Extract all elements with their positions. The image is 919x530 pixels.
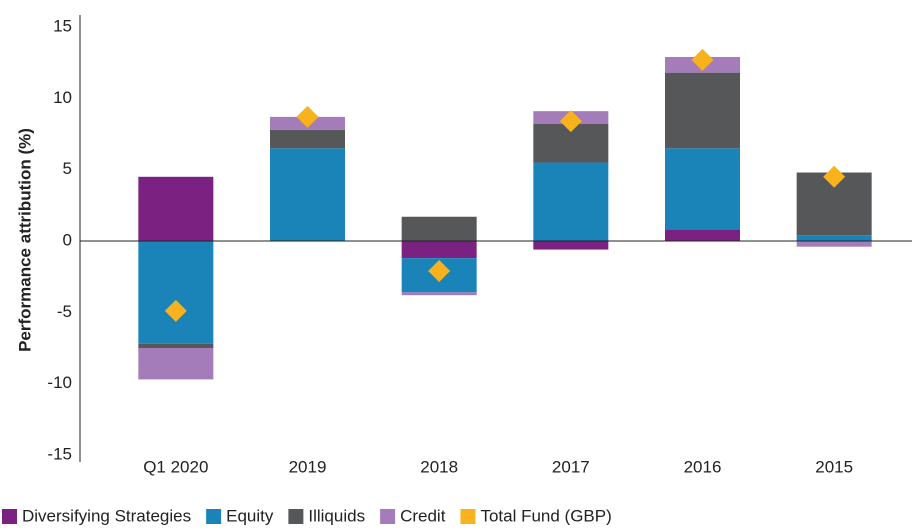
y-tick-label: -15 <box>47 444 72 463</box>
total-marker <box>296 105 319 128</box>
x-tick-label: 2015 <box>815 457 853 476</box>
x-tick-label: Q1 2020 <box>143 457 208 476</box>
bar-segment <box>138 348 214 380</box>
bar-segment <box>138 176 214 241</box>
legend-label: Equity <box>226 506 274 525</box>
legend-swatch <box>380 509 396 524</box>
x-tick-label: 2017 <box>552 457 590 476</box>
bar-segment <box>270 148 345 241</box>
bar-segment <box>796 241 872 247</box>
legend-swatch <box>206 509 222 524</box>
x-tick-label: 2018 <box>420 457 458 476</box>
y-tick-label: 0 <box>63 230 72 249</box>
y-tick-label: -5 <box>57 302 72 321</box>
bar-segment <box>138 343 214 348</box>
bar-segment <box>401 292 477 296</box>
bar-segment <box>401 241 477 259</box>
bar-segment <box>665 72 740 149</box>
legend-swatch <box>2 509 17 524</box>
bar-segment <box>665 229 740 241</box>
bar-segment <box>533 162 609 241</box>
total-marker <box>691 48 714 71</box>
y-axis-title: Performance attribution (%) <box>15 128 34 352</box>
total-marker <box>428 259 451 282</box>
bar-segment <box>665 148 740 230</box>
legend-label: Illiquids <box>308 506 365 525</box>
y-tick-label: 5 <box>63 159 72 178</box>
bar-segment <box>533 241 609 250</box>
y-tick-label: 10 <box>53 88 72 107</box>
legend-swatch <box>288 509 304 524</box>
total-marker <box>164 299 187 322</box>
y-tick-label: 15 <box>53 16 72 35</box>
x-tick-label: 2016 <box>684 457 722 476</box>
legend-label: Credit <box>400 506 446 525</box>
total-marker <box>559 110 582 133</box>
x-tick-label: 2019 <box>289 457 327 476</box>
bar-segment <box>138 241 214 344</box>
total-marker <box>823 165 846 188</box>
y-tick-label: -10 <box>47 373 72 392</box>
legend-label: Total Fund (GBP) <box>480 506 611 525</box>
bar-segment <box>270 129 345 149</box>
bar-segment <box>796 235 872 241</box>
legend-label: Diversifying Strategies <box>22 506 191 525</box>
legend-swatch <box>460 509 476 524</box>
bar-segment <box>401 216 477 241</box>
